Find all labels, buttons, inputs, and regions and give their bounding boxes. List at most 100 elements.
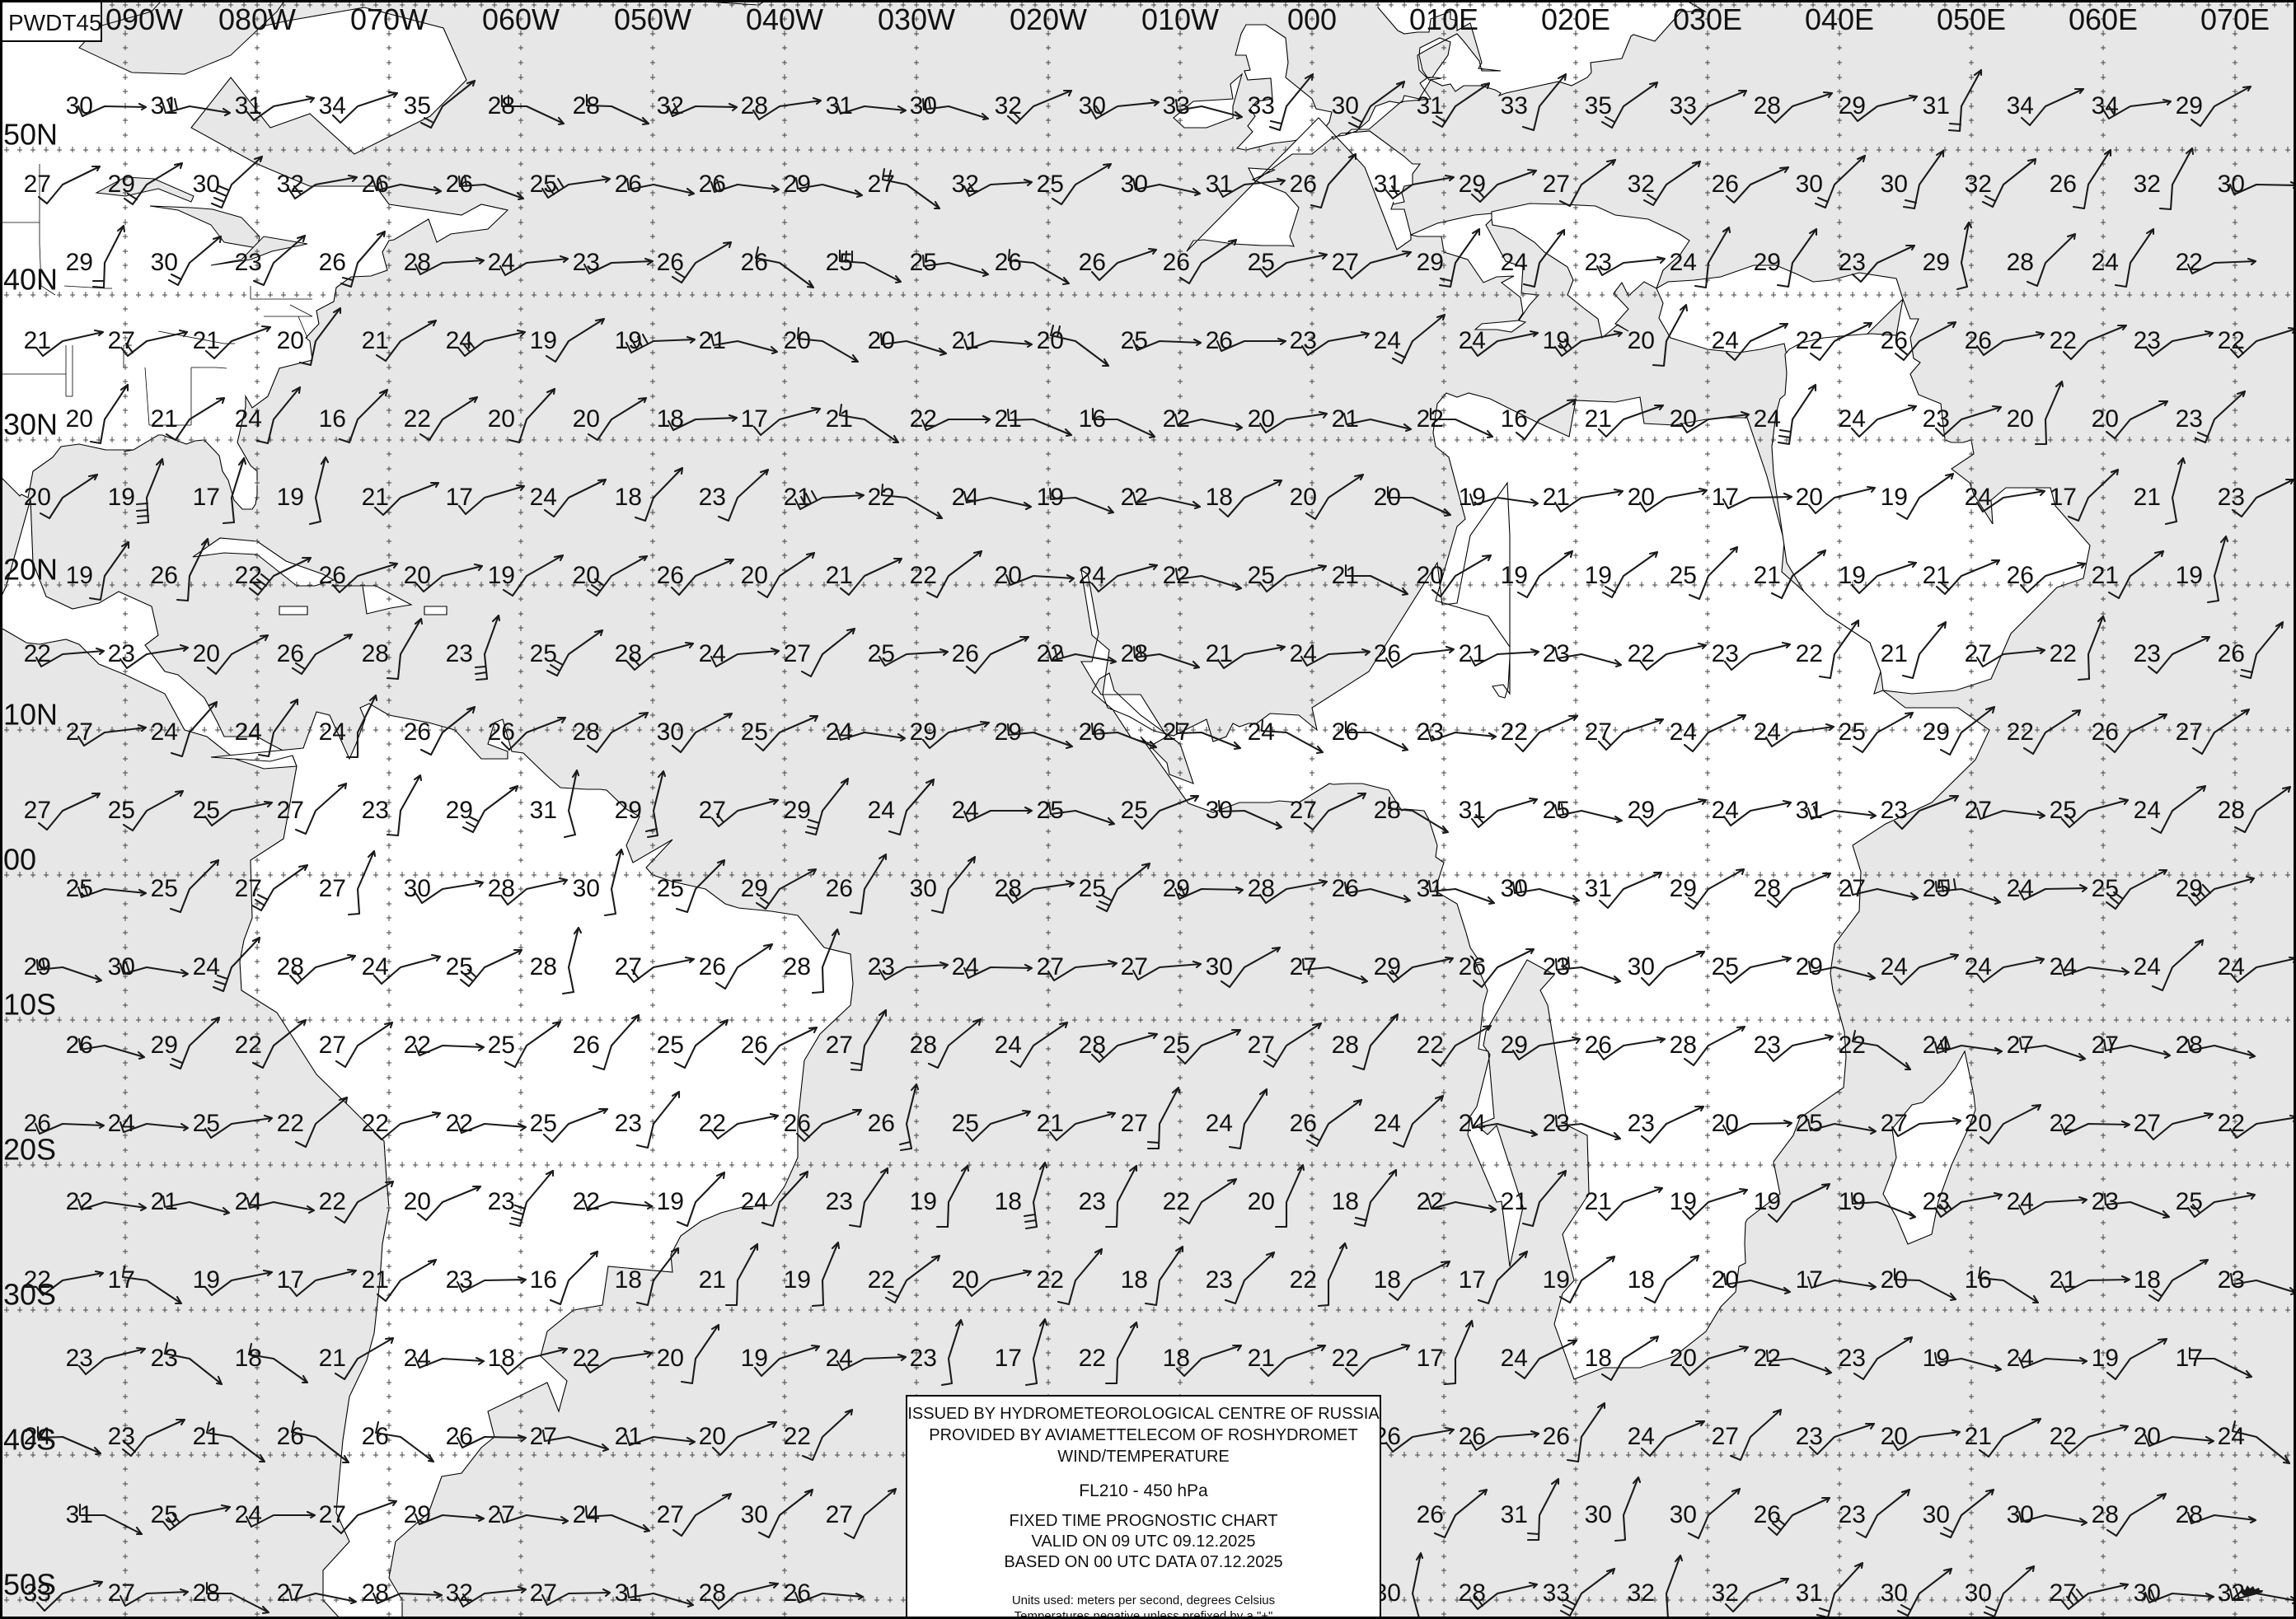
svg-text:16: 16 [1965, 1266, 1992, 1294]
svg-text:20: 20 [1037, 327, 1064, 354]
svg-text:22: 22 [2050, 327, 2077, 354]
svg-text:33: 33 [1543, 1579, 1570, 1607]
svg-text:030W: 030W [878, 2, 955, 36]
svg-text:23: 23 [2218, 484, 2245, 511]
svg-text:28: 28 [1332, 1032, 1359, 1059]
svg-text:24: 24 [1712, 327, 1739, 354]
svg-text:25: 25 [1079, 875, 1106, 902]
svg-text:23: 23 [108, 1423, 135, 1450]
svg-text:22: 22 [868, 1266, 895, 1294]
svg-text:28: 28 [1374, 797, 1401, 824]
svg-text:22: 22 [235, 562, 262, 589]
svg-text:35: 35 [1585, 92, 1612, 119]
svg-text:30: 30 [1965, 1579, 1992, 1607]
svg-text:30: 30 [910, 875, 937, 902]
svg-text:27: 27 [277, 797, 304, 824]
svg-text:29: 29 [1417, 249, 1444, 276]
svg-text:26: 26 [319, 249, 346, 276]
svg-text:20: 20 [741, 562, 768, 589]
svg-text:26: 26 [404, 718, 431, 746]
svg-text:28: 28 [784, 953, 811, 980]
svg-text:26: 26 [952, 640, 979, 667]
svg-text:31: 31 [1796, 1579, 1823, 1607]
svg-text:29: 29 [1754, 249, 1781, 276]
svg-text:24: 24 [193, 953, 220, 980]
svg-text:25: 25 [108, 797, 135, 824]
svg-text:20: 20 [2007, 405, 2034, 433]
svg-text:22: 22 [2050, 640, 2077, 667]
svg-text:25: 25 [1037, 171, 1064, 198]
svg-text:29: 29 [1923, 249, 1950, 276]
svg-text:23: 23 [108, 640, 135, 667]
svg-text:18: 18 [1163, 1345, 1190, 1372]
svg-text:20: 20 [699, 1423, 726, 1450]
svg-text:27: 27 [657, 1501, 684, 1528]
svg-text:24: 24 [1628, 1423, 1655, 1450]
svg-text:26: 26 [868, 1110, 895, 1137]
svg-text:24: 24 [1501, 249, 1528, 276]
svg-text:27: 27 [319, 1501, 346, 1528]
svg-text:24: 24 [1374, 1110, 1401, 1137]
svg-text:26: 26 [1163, 249, 1190, 276]
svg-text:22: 22 [2050, 1110, 2077, 1137]
svg-text:WIND/TEMPERATURE: WIND/TEMPERATURE [1057, 1448, 1230, 1466]
svg-text:29: 29 [1501, 1032, 1528, 1059]
svg-text:22: 22 [446, 1110, 473, 1137]
svg-text:10N: 10N [3, 698, 58, 732]
svg-text:21: 21 [319, 1345, 346, 1372]
svg-text:19: 19 [1459, 484, 1486, 511]
svg-text:23: 23 [699, 484, 726, 511]
svg-text:22: 22 [573, 1188, 600, 1215]
svg-text:22: 22 [404, 1032, 431, 1059]
svg-text:30: 30 [1332, 92, 1359, 119]
svg-text:19: 19 [66, 562, 93, 589]
svg-text:010E: 010E [1409, 2, 1478, 36]
svg-text:20: 20 [657, 1345, 684, 1372]
svg-text:29: 29 [151, 1032, 178, 1059]
svg-text:20: 20 [995, 562, 1022, 589]
svg-text:27: 27 [24, 797, 51, 824]
svg-text:21: 21 [1585, 1188, 1612, 1215]
svg-text:20N: 20N [3, 553, 58, 587]
svg-text:21: 21 [1754, 562, 1781, 589]
svg-text:20: 20 [2134, 1423, 2161, 1450]
svg-text:21: 21 [826, 405, 853, 433]
svg-text:26: 26 [277, 1423, 304, 1450]
svg-text:19: 19 [488, 562, 515, 589]
svg-text:21: 21 [784, 484, 811, 511]
svg-text:21: 21 [2050, 1266, 2077, 1294]
svg-text:24: 24 [1965, 484, 1992, 511]
svg-text:30: 30 [1881, 1579, 1908, 1607]
svg-text:19: 19 [277, 484, 304, 511]
svg-text:25: 25 [1839, 718, 1866, 746]
svg-text:25: 25 [1163, 1032, 1190, 1059]
svg-text:24: 24 [1206, 1110, 1233, 1137]
svg-text:16: 16 [1501, 405, 1528, 433]
svg-text:28: 28 [488, 875, 515, 902]
svg-text:25: 25 [151, 875, 178, 902]
svg-text:30: 30 [1923, 1501, 1950, 1528]
svg-text:23: 23 [446, 1266, 473, 1294]
svg-text:23: 23 [1628, 1110, 1655, 1137]
svg-text:18: 18 [235, 1345, 262, 1372]
svg-text:19: 19 [1585, 562, 1612, 589]
svg-text:21: 21 [1585, 405, 1612, 433]
svg-text:26: 26 [488, 718, 515, 746]
svg-text:30: 30 [1670, 1501, 1697, 1528]
svg-text:27: 27 [24, 171, 51, 198]
svg-text:24: 24 [2050, 953, 2077, 980]
svg-text:23: 23 [362, 797, 389, 824]
svg-text:26: 26 [1290, 1110, 1317, 1137]
svg-text:23: 23 [2176, 405, 2203, 433]
svg-text:000: 000 [1287, 2, 1337, 36]
svg-text:21: 21 [1501, 1188, 1528, 1215]
svg-text:30: 30 [1881, 171, 1908, 198]
svg-text:17: 17 [995, 1345, 1022, 1372]
svg-text:29: 29 [1670, 875, 1697, 902]
svg-text:26: 26 [657, 249, 684, 276]
svg-text:20: 20 [404, 1188, 431, 1215]
svg-text:22: 22 [277, 1110, 304, 1137]
svg-text:20: 20 [277, 327, 304, 354]
svg-text:VALID ON 09 UTC 09.12.2025: VALID ON 09 UTC 09.12.2025 [1032, 1532, 1256, 1551]
svg-text:20: 20 [1248, 1188, 1275, 1215]
